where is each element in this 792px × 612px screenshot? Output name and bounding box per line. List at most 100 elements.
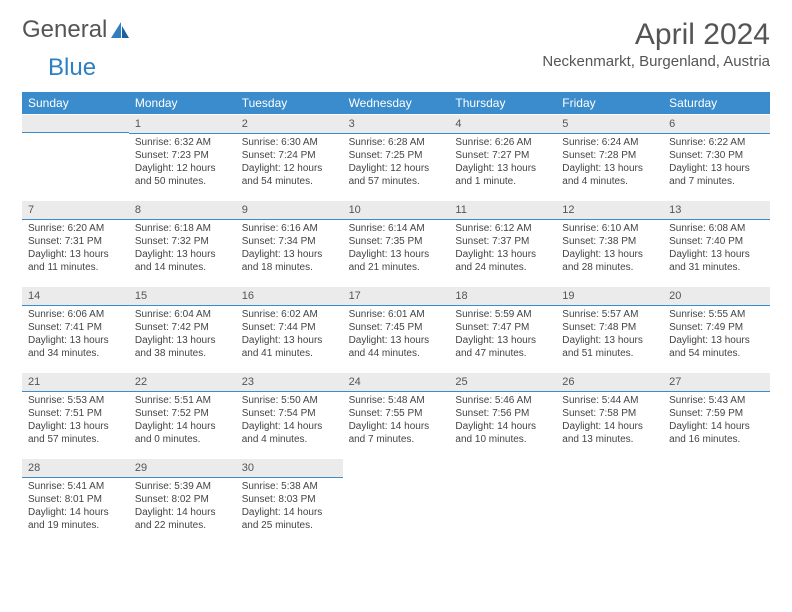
sunrise-text: Sunrise: 6:16 AM <box>242 222 337 235</box>
daylight-text: Daylight: 14 hours and 25 minutes. <box>242 506 337 532</box>
sunrise-text: Sunrise: 6:02 AM <box>242 308 337 321</box>
cell-body: Sunrise: 5:48 AMSunset: 7:55 PMDaylight:… <box>343 392 450 452</box>
daylight-text: Daylight: 13 hours and 34 minutes. <box>28 334 123 360</box>
sunset-text: Sunset: 7:49 PM <box>669 321 764 334</box>
cell-body: Sunrise: 6:30 AMSunset: 7:24 PMDaylight:… <box>236 134 343 194</box>
sunrise-text: Sunrise: 5:46 AM <box>455 394 550 407</box>
day-number: 25 <box>449 373 556 392</box>
calendar-cell: 26 Sunrise: 5:44 AMSunset: 7:58 PMDayligh… <box>556 372 663 458</box>
day-number: 2 <box>236 115 343 134</box>
calendar-cell: 23Sunrise: 5:50 AMSunset: 7:54 PMDayligh… <box>236 372 343 458</box>
daylight-text: Daylight: 13 hours and 1 minute. <box>455 162 550 188</box>
sunset-text: Sunset: 7:51 PM <box>28 407 123 420</box>
calendar-cell: 29Sunrise: 5:39 AMSunset: 8:02 PMDayligh… <box>129 458 236 544</box>
calendar-cell: 5Sunrise: 6:24 AMSunset: 7:28 PMDaylight… <box>556 114 663 200</box>
logo-text-general: General <box>22 18 107 42</box>
sunrise-text: Sunrise: 5:51 AM <box>135 394 230 407</box>
daylight-text: Daylight: 13 hours and 18 minutes. <box>242 248 337 274</box>
sunrise-text: Sunrise: 5:44 AM <box>562 394 657 407</box>
sunrise-text: Sunrise: 6:32 AM <box>135 136 230 149</box>
sunrise-text: Sunrise: 6:04 AM <box>135 308 230 321</box>
sunset-text: Sunset: 7:54 PM <box>242 407 337 420</box>
cell-body: Sunrise: 5:39 AMSunset: 8:02 PMDaylight:… <box>129 478 236 538</box>
calendar-cell: 9Sunrise: 6:16 AMSunset: 7:34 PMDaylight… <box>236 200 343 286</box>
daylight-text: Daylight: 13 hours and 44 minutes. <box>349 334 444 360</box>
cell-body: Sunrise: 6:04 AMSunset: 7:42 PMDaylight:… <box>129 306 236 366</box>
sunrise-text: Sunrise: 6:10 AM <box>562 222 657 235</box>
calendar-cell: 18Sunrise: 5:59 AMSunset: 7:47 PMDayligh… <box>449 286 556 372</box>
sunrise-text: Sunrise: 6:18 AM <box>135 222 230 235</box>
calendar-cell: 2Sunrise: 6:30 AMSunset: 7:24 PMDaylight… <box>236 114 343 200</box>
daylight-text: Daylight: 13 hours and 54 minutes. <box>669 334 764 360</box>
sunrise-text: Sunrise: 6:01 AM <box>349 308 444 321</box>
daylight-text: Daylight: 13 hours and 41 minutes. <box>242 334 337 360</box>
calendar: SundayMondayTuesdayWednesdayThursdayFrid… <box>22 92 770 544</box>
sunset-text: Sunset: 7:59 PM <box>669 407 764 420</box>
calendar-cell <box>343 458 450 544</box>
cell-body: Sunrise: 6:14 AMSunset: 7:35 PMDaylight:… <box>343 220 450 280</box>
day-number: 26 <box>556 373 663 392</box>
page-title: April 2024 <box>542 18 770 51</box>
sunset-text: Sunset: 7:42 PM <box>135 321 230 334</box>
weekday-header: Wednesday <box>343 92 450 114</box>
cell-body: Sunrise: 5:43 AMSunset: 7:59 PMDaylight:… <box>663 392 770 452</box>
daylight-text: Daylight: 13 hours and 14 minutes. <box>135 248 230 274</box>
day-number: 13 <box>663 201 770 220</box>
calendar-cell: 6Sunrise: 6:22 AMSunset: 7:30 PMDaylight… <box>663 114 770 200</box>
sunrise-text: Sunrise: 6:28 AM <box>349 136 444 149</box>
cell-body: Sunrise: 5:41 AMSunset: 8:01 PMDaylight:… <box>22 478 129 538</box>
day-number: 27 <box>663 373 770 392</box>
day-number: 5 <box>556 115 663 134</box>
sunset-text: Sunset: 7:24 PM <box>242 149 337 162</box>
calendar-cell: 11Sunrise: 6:12 AMSunset: 7:37 PMDayligh… <box>449 200 556 286</box>
daylight-text: Daylight: 14 hours and 13 minutes. <box>562 420 657 446</box>
day-number: 23 <box>236 373 343 392</box>
daylight-text: Daylight: 12 hours and 50 minutes. <box>135 162 230 188</box>
day-number: 21 <box>22 373 129 392</box>
sunset-text: Sunset: 7:58 PM <box>562 407 657 420</box>
daylight-text: Daylight: 13 hours and 11 minutes. <box>28 248 123 274</box>
daylight-text: Daylight: 13 hours and 24 minutes. <box>455 248 550 274</box>
day-number: 7 <box>22 201 129 220</box>
logo-text-blue: Blue <box>48 54 96 81</box>
cell-body: Sunrise: 6:26 AMSunset: 7:27 PMDaylight:… <box>449 134 556 194</box>
day-number: 9 <box>236 201 343 220</box>
sunrise-text: Sunrise: 6:12 AM <box>455 222 550 235</box>
sunset-text: Sunset: 7:28 PM <box>562 149 657 162</box>
calendar-cell: 4Sunrise: 6:26 AMSunset: 7:27 PMDaylight… <box>449 114 556 200</box>
calendar-cell: 13Sunrise: 6:08 AMSunset: 7:40 PMDayligh… <box>663 200 770 286</box>
cell-body: Sunrise: 6:02 AMSunset: 7:44 PMDaylight:… <box>236 306 343 366</box>
daylight-text: Daylight: 14 hours and 16 minutes. <box>669 420 764 446</box>
sunset-text: Sunset: 8:01 PM <box>28 493 123 506</box>
cell-body: Sunrise: 5:51 AMSunset: 7:52 PMDaylight:… <box>129 392 236 452</box>
daylight-text: Daylight: 13 hours and 57 minutes. <box>28 420 123 446</box>
cell-body <box>22 133 129 141</box>
sunrise-text: Sunrise: 5:57 AM <box>562 308 657 321</box>
day-number: 29 <box>129 459 236 478</box>
calendar-cell: 21Sunrise: 5:53 AMSunset: 7:51 PMDayligh… <box>22 372 129 458</box>
day-number: 17 <box>343 287 450 306</box>
daylight-text: Daylight: 14 hours and 7 minutes. <box>349 420 444 446</box>
sunset-text: Sunset: 7:23 PM <box>135 149 230 162</box>
sunrise-text: Sunrise: 5:59 AM <box>455 308 550 321</box>
sunset-text: Sunset: 8:02 PM <box>135 493 230 506</box>
daylight-text: Daylight: 13 hours and 7 minutes. <box>669 162 764 188</box>
sunrise-text: Sunrise: 5:39 AM <box>135 480 230 493</box>
calendar-cell <box>449 458 556 544</box>
cell-body: Sunrise: 6:32 AMSunset: 7:23 PMDaylight:… <box>129 134 236 194</box>
sunrise-text: Sunrise: 6:24 AM <box>562 136 657 149</box>
calendar-cell: 14Sunrise: 6:06 AMSunset: 7:41 PMDayligh… <box>22 286 129 372</box>
sunset-text: Sunset: 7:56 PM <box>455 407 550 420</box>
calendar-cell: 30Sunrise: 5:38 AMSunset: 8:03 PMDayligh… <box>236 458 343 544</box>
calendar-cell: 12Sunrise: 6:10 AMSunset: 7:38 PMDayligh… <box>556 200 663 286</box>
cell-body <box>449 477 556 485</box>
sunrise-text: Sunrise: 5:50 AM <box>242 394 337 407</box>
cell-body: Sunrise: 6:18 AMSunset: 7:32 PMDaylight:… <box>129 220 236 280</box>
cell-body: Sunrise: 6:12 AMSunset: 7:37 PMDaylight:… <box>449 220 556 280</box>
cell-body <box>343 477 450 485</box>
day-number: 16 <box>236 287 343 306</box>
day-number <box>22 115 129 133</box>
cell-body: Sunrise: 5:59 AMSunset: 7:47 PMDaylight:… <box>449 306 556 366</box>
day-number: 14 <box>22 287 129 306</box>
day-number: 24 <box>343 373 450 392</box>
